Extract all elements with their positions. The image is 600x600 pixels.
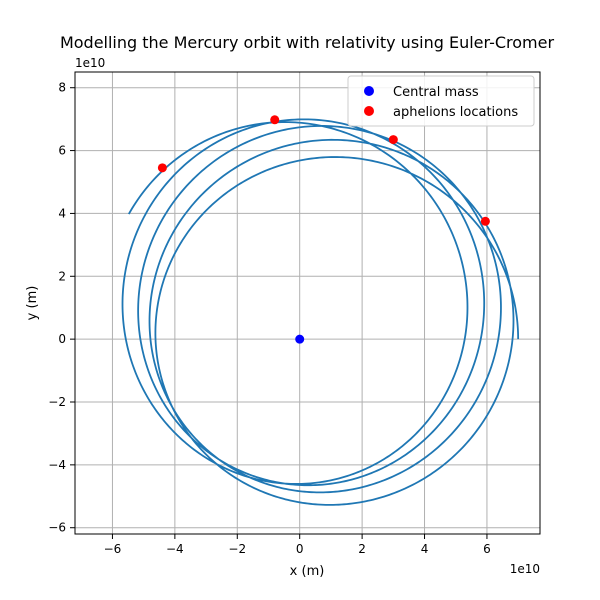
x-tick-label: −2 bbox=[228, 542, 246, 556]
legend-label-central-mass: Central mass bbox=[393, 85, 479, 100]
legend-frame bbox=[347, 75, 535, 127]
legend-marker-aphelions bbox=[364, 106, 374, 116]
y-tick-label: 0 bbox=[58, 332, 66, 346]
y-axis-offset: 1e10 bbox=[75, 56, 105, 70]
y-tick-label: 6 bbox=[58, 144, 66, 158]
legend-label-aphelions: aphelions locations bbox=[393, 105, 518, 120]
central-mass-point bbox=[295, 334, 305, 344]
y-tick-label: −6 bbox=[48, 521, 66, 535]
legend: Central mass aphelions locations bbox=[347, 75, 535, 127]
y-axis-ticks: −6 −4 −2 0 2 4 6 8 bbox=[48, 81, 75, 535]
plot-area bbox=[121, 115, 520, 506]
aphelion-point bbox=[388, 135, 398, 145]
plot-frame bbox=[74, 71, 541, 535]
x-tick-label: 6 bbox=[483, 542, 491, 556]
x-tick-label: 0 bbox=[296, 542, 304, 556]
x-axis-label: x (m) bbox=[290, 564, 325, 579]
y-tick-label: −4 bbox=[48, 458, 66, 472]
grid bbox=[75, 72, 540, 534]
x-tick-label: 2 bbox=[358, 542, 366, 556]
x-tick-label: 4 bbox=[421, 542, 429, 556]
x-axis-offset: 1e10 bbox=[510, 562, 540, 576]
y-tick-label: 8 bbox=[58, 81, 66, 95]
y-tick-label: 4 bbox=[58, 206, 66, 220]
chart-title: Modelling the Mercury orbit with relativ… bbox=[60, 33, 555, 52]
legend-marker-central-mass bbox=[364, 86, 374, 96]
x-axis-ticks: −6 −4 −2 0 2 4 6 bbox=[104, 534, 491, 556]
aphelion-point bbox=[480, 216, 490, 226]
aphelion-point bbox=[157, 163, 167, 173]
y-axis-label: y (m) bbox=[25, 286, 40, 321]
x-tick-label: −4 bbox=[166, 542, 184, 556]
aphelion-point bbox=[270, 115, 280, 125]
orbit-line bbox=[121, 118, 520, 506]
x-tick-label: −6 bbox=[104, 542, 122, 556]
y-tick-label: 2 bbox=[58, 269, 66, 283]
y-tick-label: −2 bbox=[48, 395, 66, 409]
